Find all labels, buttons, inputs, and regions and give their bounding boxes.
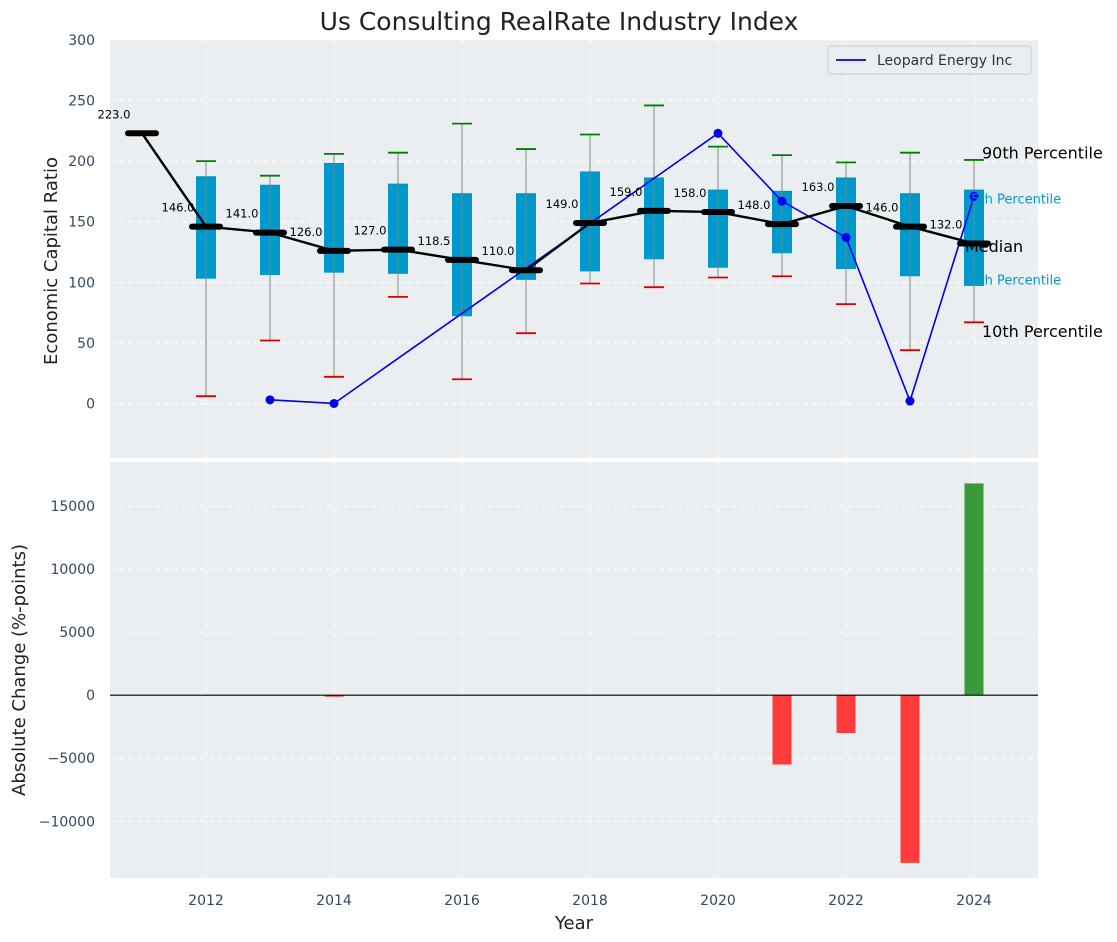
- median-value-label: 158.0: [674, 186, 707, 200]
- median-value-label: 146.0: [866, 201, 899, 215]
- y-tick-label: 150: [68, 215, 95, 231]
- x-tick-label: 2012: [188, 893, 224, 909]
- x-axis-ticks: 2012 2014 2016 2018 2020 2022 2024: [188, 893, 992, 909]
- median-series: 223.0 146.0 141.0 126.0 127.0 118.5 110.0 149.0…: [98, 107, 991, 274]
- median-value-label: 110.0: [482, 244, 515, 258]
- company-point: [905, 396, 915, 406]
- company-series: [265, 128, 979, 408]
- y-tick-label: 10000: [50, 562, 95, 578]
- median-line: [141, 132, 975, 272]
- company-point: [777, 196, 787, 206]
- top-panel-y-ticks: 0 50 100 150 200 250 300: [68, 33, 95, 412]
- change-bar: [900, 695, 920, 863]
- x-tick-label: 2016: [444, 893, 480, 909]
- company-point: [841, 232, 851, 242]
- annotation-median: Median: [965, 237, 1023, 256]
- y-tick-label: 5000: [59, 625, 95, 641]
- legend-entry-leopard-energy: Leopard Energy Inc: [877, 53, 1012, 69]
- company-point: [265, 395, 275, 405]
- median-value-label: 132.0: [930, 218, 963, 232]
- y-tick-label: −10000: [39, 814, 95, 830]
- x-tick-label: 2024: [956, 893, 992, 909]
- y-tick-label: 0: [86, 688, 95, 704]
- percentile-annotations: 90th Percentile 75th Percentile Median 25th…: [963, 144, 1103, 341]
- annotation-p90: 90th Percentile: [982, 144, 1103, 163]
- annotation-p10: 10th Percentile: [982, 322, 1103, 341]
- y-tick-label: 250: [68, 94, 95, 110]
- change-bar: [836, 695, 856, 734]
- bottom-panel-y-ticks: −10000 −5000 0 5000 10000 15000: [39, 499, 95, 830]
- legend-box: [827, 45, 1032, 75]
- change-bar: [964, 483, 984, 696]
- y-tick-label: 50: [77, 336, 95, 352]
- median-value-label: 159.0: [610, 185, 643, 199]
- median-value-label: 118.5: [418, 234, 451, 248]
- y-tick-label: −5000: [48, 751, 95, 767]
- change-bar: [324, 695, 344, 697]
- x-axis-label: Year: [554, 913, 594, 934]
- median-value-label: 126.0: [290, 225, 323, 239]
- chart-title: Us Consulting RealRate Industry Index: [320, 7, 799, 36]
- company-point: [713, 128, 723, 138]
- x-tick-label: 2014: [316, 893, 352, 909]
- median-value-label: 141.0: [226, 207, 259, 221]
- x-tick-label: 2022: [828, 893, 864, 909]
- legend: Leopard Energy Inc: [827, 45, 1032, 75]
- y-tick-label: 100: [68, 275, 95, 291]
- median-value-label: 163.0: [802, 180, 835, 194]
- company-point: [969, 191, 979, 201]
- y-tick-label: 200: [68, 154, 95, 170]
- x-tick-label: 2020: [700, 893, 736, 909]
- y-tick-label: 0: [86, 396, 95, 412]
- bottom-panel-background: [110, 462, 1038, 878]
- annotation-p75: 75th Percentile: [963, 193, 1061, 208]
- top-panel-y-axis-label: Economic Capital Ratio: [41, 157, 62, 365]
- company-point: [329, 398, 339, 408]
- median-value-label: 146.0: [162, 201, 195, 215]
- x-tick-label: 2018: [572, 893, 608, 909]
- y-tick-label: 300: [68, 33, 95, 49]
- change-bar: [772, 695, 792, 765]
- annotation-p25: 25th Percentile: [963, 274, 1061, 289]
- median-value-label: 148.0: [738, 198, 771, 212]
- median-value-label: 223.0: [98, 107, 131, 121]
- change-bar-series: [324, 483, 984, 863]
- y-tick-label: 15000: [50, 499, 95, 515]
- median-value-label: 127.0: [354, 224, 387, 238]
- bottom-panel-y-axis-label: Absolute Change (%-points): [9, 544, 30, 796]
- top-panel-background: [110, 40, 1038, 458]
- median-value-label: 149.0: [546, 197, 579, 211]
